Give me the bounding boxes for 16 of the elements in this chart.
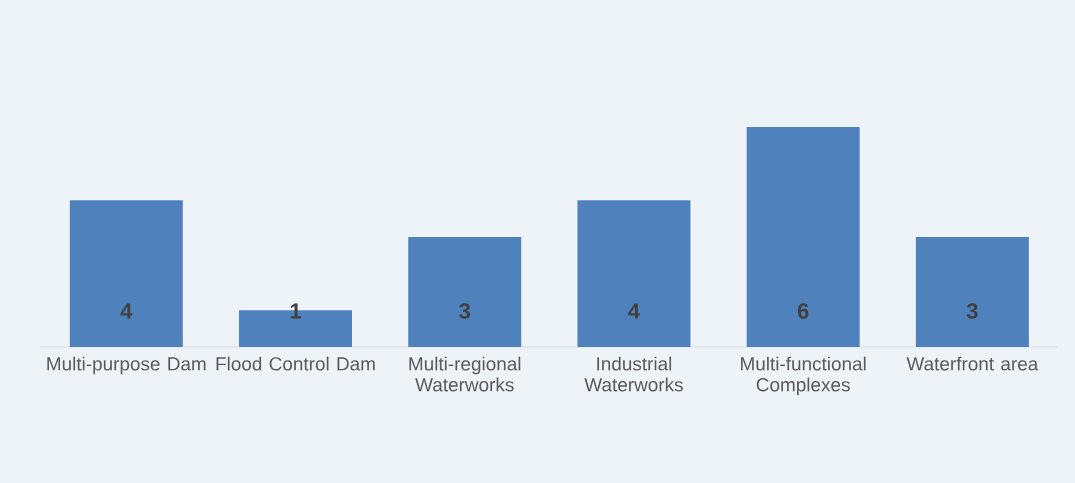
- data-label: 3: [459, 303, 471, 319]
- bar: [69, 200, 183, 347]
- bar: [577, 200, 691, 347]
- bar: [746, 127, 860, 347]
- data-label: 4: [120, 303, 133, 319]
- x-tick-label: Waterfront area: [906, 356, 1039, 371]
- x-tick-label: Industrial Waterworks: [584, 356, 683, 392]
- x-tick-label: Flood Control Dam: [216, 356, 375, 371]
- x-tick-label: Multi-purpose Dam: [47, 356, 206, 375]
- data-label: 6: [797, 303, 809, 319]
- data-label: 4: [628, 303, 640, 319]
- bar: [915, 237, 1029, 347]
- data-label: 3: [966, 303, 978, 319]
- bar: [408, 237, 522, 347]
- x-tick-label: Multi-functional Complexes: [741, 356, 866, 396]
- x-tick-label: Multi-regional Waterworks: [409, 356, 521, 392]
